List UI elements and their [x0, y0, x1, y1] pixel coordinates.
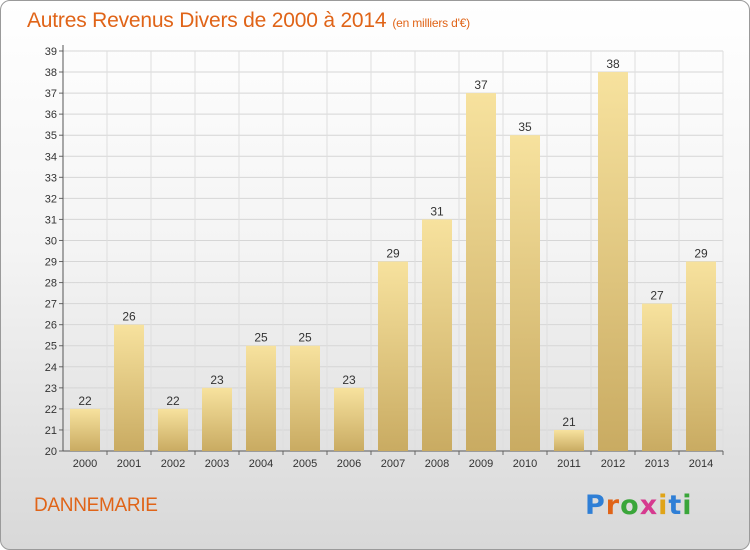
data-label: 31 [430, 204, 444, 218]
x-tick-label: 2013 [645, 458, 669, 470]
label-layer: 2000 22 2001 26 2002 22 2003 23 2004 25 2005 25 2006… [73, 57, 713, 470]
chart-title-text: Autres Revenus Divers de 2000 à 2014 [27, 9, 387, 32]
y-tick-label: 20 [45, 446, 57, 458]
data-label: 29 [386, 247, 400, 261]
logo-letter: i [658, 490, 669, 521]
bar-2008 [422, 219, 452, 451]
data-label: 29 [694, 247, 708, 261]
x-tick-label: 2005 [293, 458, 317, 470]
y-tick-label: 39 [45, 46, 57, 58]
bar-2005 [290, 345, 320, 451]
data-label: 25 [254, 331, 268, 345]
data-label: 27 [650, 289, 664, 303]
bar-2004 [246, 345, 276, 451]
y-tick-label: 24 [45, 362, 57, 374]
bar-2014 [686, 261, 716, 451]
logo-letter: x [639, 490, 659, 521]
y-tick-label: 22 [45, 404, 57, 416]
y-tick-label: 36 [45, 109, 57, 121]
bar-2001 [114, 324, 144, 451]
x-tick-label: 2000 [73, 458, 97, 470]
bar-2010 [510, 135, 540, 452]
bar-2006 [334, 387, 364, 451]
x-tick-label: 2006 [337, 458, 361, 470]
logo-letter: P [585, 490, 606, 521]
data-label: 26 [122, 310, 136, 324]
x-tick-label: 2011 [557, 458, 581, 470]
data-label: 22 [166, 394, 180, 408]
x-tick-label: 2007 [381, 458, 405, 470]
y-tick-label: 27 [45, 299, 57, 311]
y-tick-label: 37 [45, 88, 57, 100]
data-label: 37 [474, 78, 488, 92]
chart-unit: (en milliers d'€) [392, 16, 470, 30]
y-tick-label: 25 [45, 341, 57, 353]
bar-2003 [202, 387, 232, 451]
y-tick-label: 34 [45, 151, 57, 163]
logo-letter: t [668, 490, 683, 521]
y-tick-label: 33 [45, 172, 57, 184]
bar-2009 [466, 93, 496, 452]
y-tick-label: 21 [45, 425, 57, 437]
bar-2012 [598, 72, 628, 451]
bar-2007 [378, 261, 408, 451]
bar-2013 [642, 303, 672, 451]
x-tick-label: 2012 [601, 458, 625, 470]
bar-2000 [70, 408, 100, 451]
x-tick-label: 2003 [205, 458, 229, 470]
proxiti-logo: Proxiti [585, 490, 693, 521]
x-tick-label: 2002 [161, 458, 185, 470]
chart-title: Autres Revenus Divers de 2000 à 2014 (en … [27, 9, 470, 33]
commune-name: DANNEMARIE [34, 495, 158, 516]
x-tick-label: 2014 [689, 458, 713, 470]
bar-2002 [158, 408, 188, 451]
data-label: 21 [562, 415, 576, 429]
x-tick-label: 2008 [425, 458, 449, 470]
data-label: 38 [606, 57, 620, 71]
x-tick-label: 2010 [513, 458, 537, 470]
data-label: 23 [210, 373, 224, 387]
data-label: 35 [518, 120, 532, 134]
y-tick-label: 31 [45, 214, 57, 226]
logo-letter: o [620, 490, 640, 521]
y-tick-label: 26 [45, 320, 57, 332]
bar-layer [70, 72, 716, 452]
y-tick-label: 38 [45, 67, 57, 79]
data-label: 22 [78, 394, 92, 408]
x-tick-label: 2009 [469, 458, 493, 470]
y-tick-label: 29 [45, 257, 57, 269]
logo-letter: i [682, 490, 693, 521]
x-tick-label: 2004 [249, 458, 273, 470]
x-tick-label: 2001 [117, 458, 141, 470]
logo-letter: r [605, 490, 621, 521]
data-label: 25 [298, 331, 312, 345]
y-tick-label: 28 [45, 278, 57, 290]
data-label: 23 [342, 373, 356, 387]
bar-2011 [554, 429, 584, 451]
y-tick-label: 32 [45, 193, 57, 205]
y-tick-label: 30 [45, 235, 57, 247]
y-tick-label: 23 [45, 383, 57, 395]
y-tick-label: 35 [45, 130, 57, 142]
